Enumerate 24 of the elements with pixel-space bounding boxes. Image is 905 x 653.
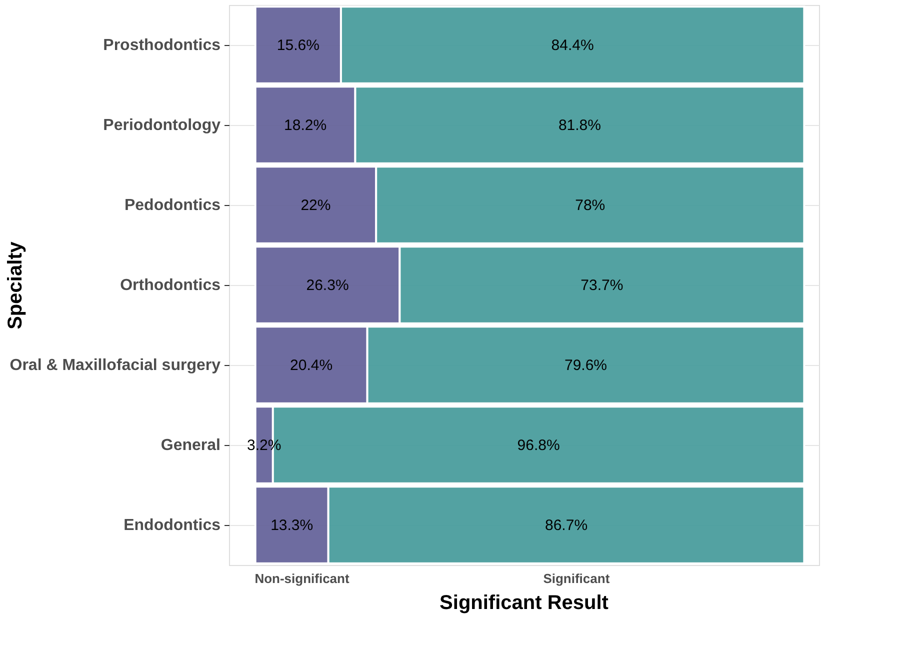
data-label: 84.4%	[551, 37, 594, 54]
y-tick-label: Pedodontics	[124, 197, 221, 214]
y-tick-label: Periodontology	[103, 117, 221, 134]
y-tick-label: Prosthodontics	[103, 37, 221, 54]
data-label: 13.3%	[270, 517, 314, 534]
data-label: 20.4%	[290, 357, 333, 374]
y-tick-label: Endodontics	[124, 517, 221, 534]
series-label: Non-significant	[254, 571, 350, 586]
data-label: 78%	[575, 197, 606, 214]
data-label: 22%	[300, 197, 331, 214]
x-axis-title: Significant Result	[440, 592, 609, 614]
y-tick-label: General	[160, 437, 220, 454]
series-label: Significant	[543, 571, 610, 586]
data-label: 86.7%	[544, 517, 588, 534]
y-tick-label: Orthodontics	[120, 277, 221, 294]
data-label: 73.7%	[580, 277, 624, 294]
data-label: 26.3%	[306, 277, 349, 294]
data-label: 96.8%	[517, 437, 560, 454]
data-label: 81.8%	[558, 117, 601, 134]
y-axis-title: Specialty	[4, 240, 26, 330]
y-tick-label: Oral & Maxillofacial surgery	[10, 357, 221, 374]
data-label: 79.6%	[564, 357, 608, 374]
data-label: 18.2%	[284, 117, 327, 134]
data-label: 15.6%	[276, 37, 320, 54]
